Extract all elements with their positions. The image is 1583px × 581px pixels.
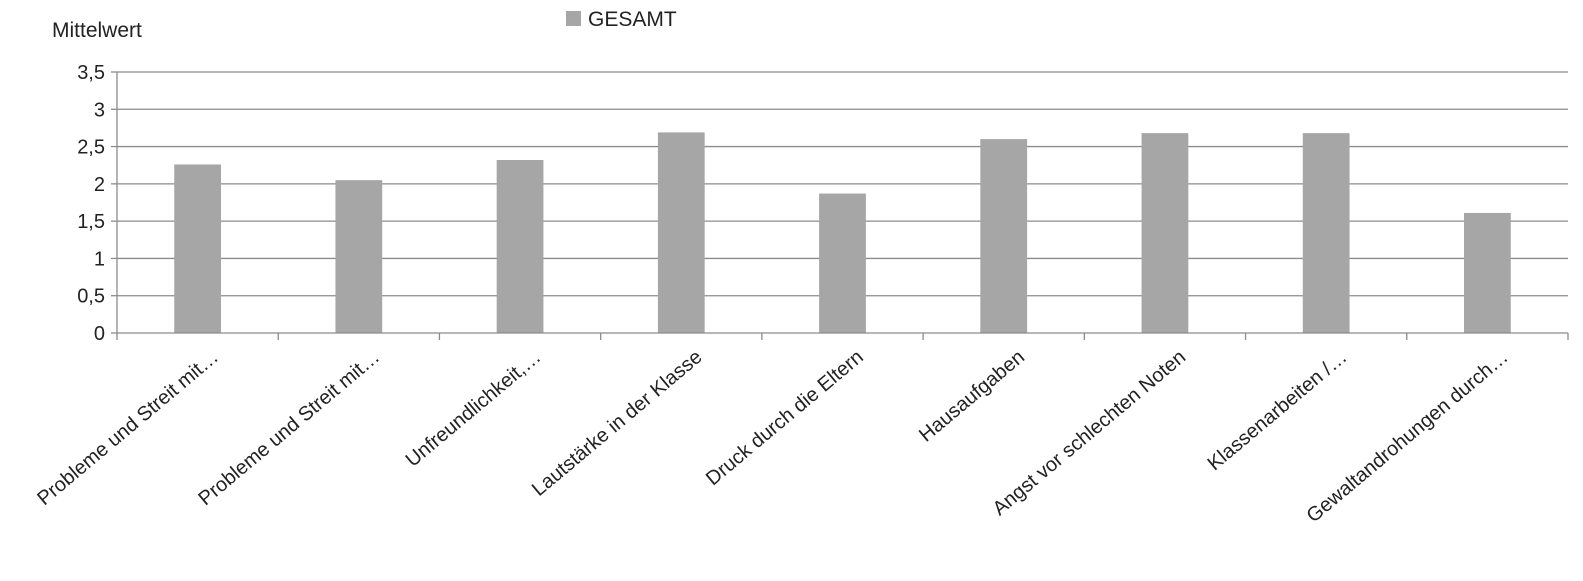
bar	[1302, 133, 1350, 333]
legend-swatch-gesamt	[566, 11, 581, 26]
axes	[116, 72, 1569, 340]
bar	[335, 180, 383, 333]
x-category-label: Angst vor schlechten Noten	[989, 346, 1191, 520]
y-tick-label: 0,5	[77, 286, 105, 308]
bar	[980, 139, 1028, 333]
x-category-label: Hausaufgaben	[915, 346, 1029, 446]
x-axis-labels: Probleme und Streit mit…Probleme und Str…	[33, 346, 1512, 527]
x-category-label: Probleme und Streit mit…	[194, 346, 384, 510]
bar	[174, 164, 221, 333]
x-category-label: Lautstärke in der Klasse	[528, 346, 707, 501]
y-tick-label: 1	[94, 248, 105, 270]
y-tick-label: 3,5	[77, 62, 105, 84]
bar	[1464, 212, 1511, 333]
bar	[496, 159, 544, 333]
y-axis-label: Mittelwert	[52, 19, 142, 42]
legend: GESAMT	[566, 8, 677, 31]
bars	[174, 132, 1511, 333]
x-category-label: Klassenarbeiten /…	[1204, 346, 1352, 475]
y-tick-label: 2	[94, 174, 105, 196]
bar	[819, 193, 866, 333]
legend-label-gesamt: GESAMT	[588, 8, 677, 31]
x-category-label: Unfreundlichkeit,…	[402, 346, 546, 471]
y-tick-label: 2,5	[77, 137, 105, 159]
bar	[1141, 133, 1189, 333]
y-tick-label: 0	[94, 323, 105, 345]
x-category-label: Probleme und Streit mit…	[33, 346, 223, 510]
y-tick-label: 3	[94, 99, 105, 121]
y-tick-label: 1,5	[77, 211, 105, 233]
y-axis-ticks: 0 0,5 1 1,5 2 2,5 3 3,5	[77, 62, 117, 345]
bar	[657, 132, 705, 333]
x-category-label: Druck durch die Eltern	[702, 346, 868, 490]
